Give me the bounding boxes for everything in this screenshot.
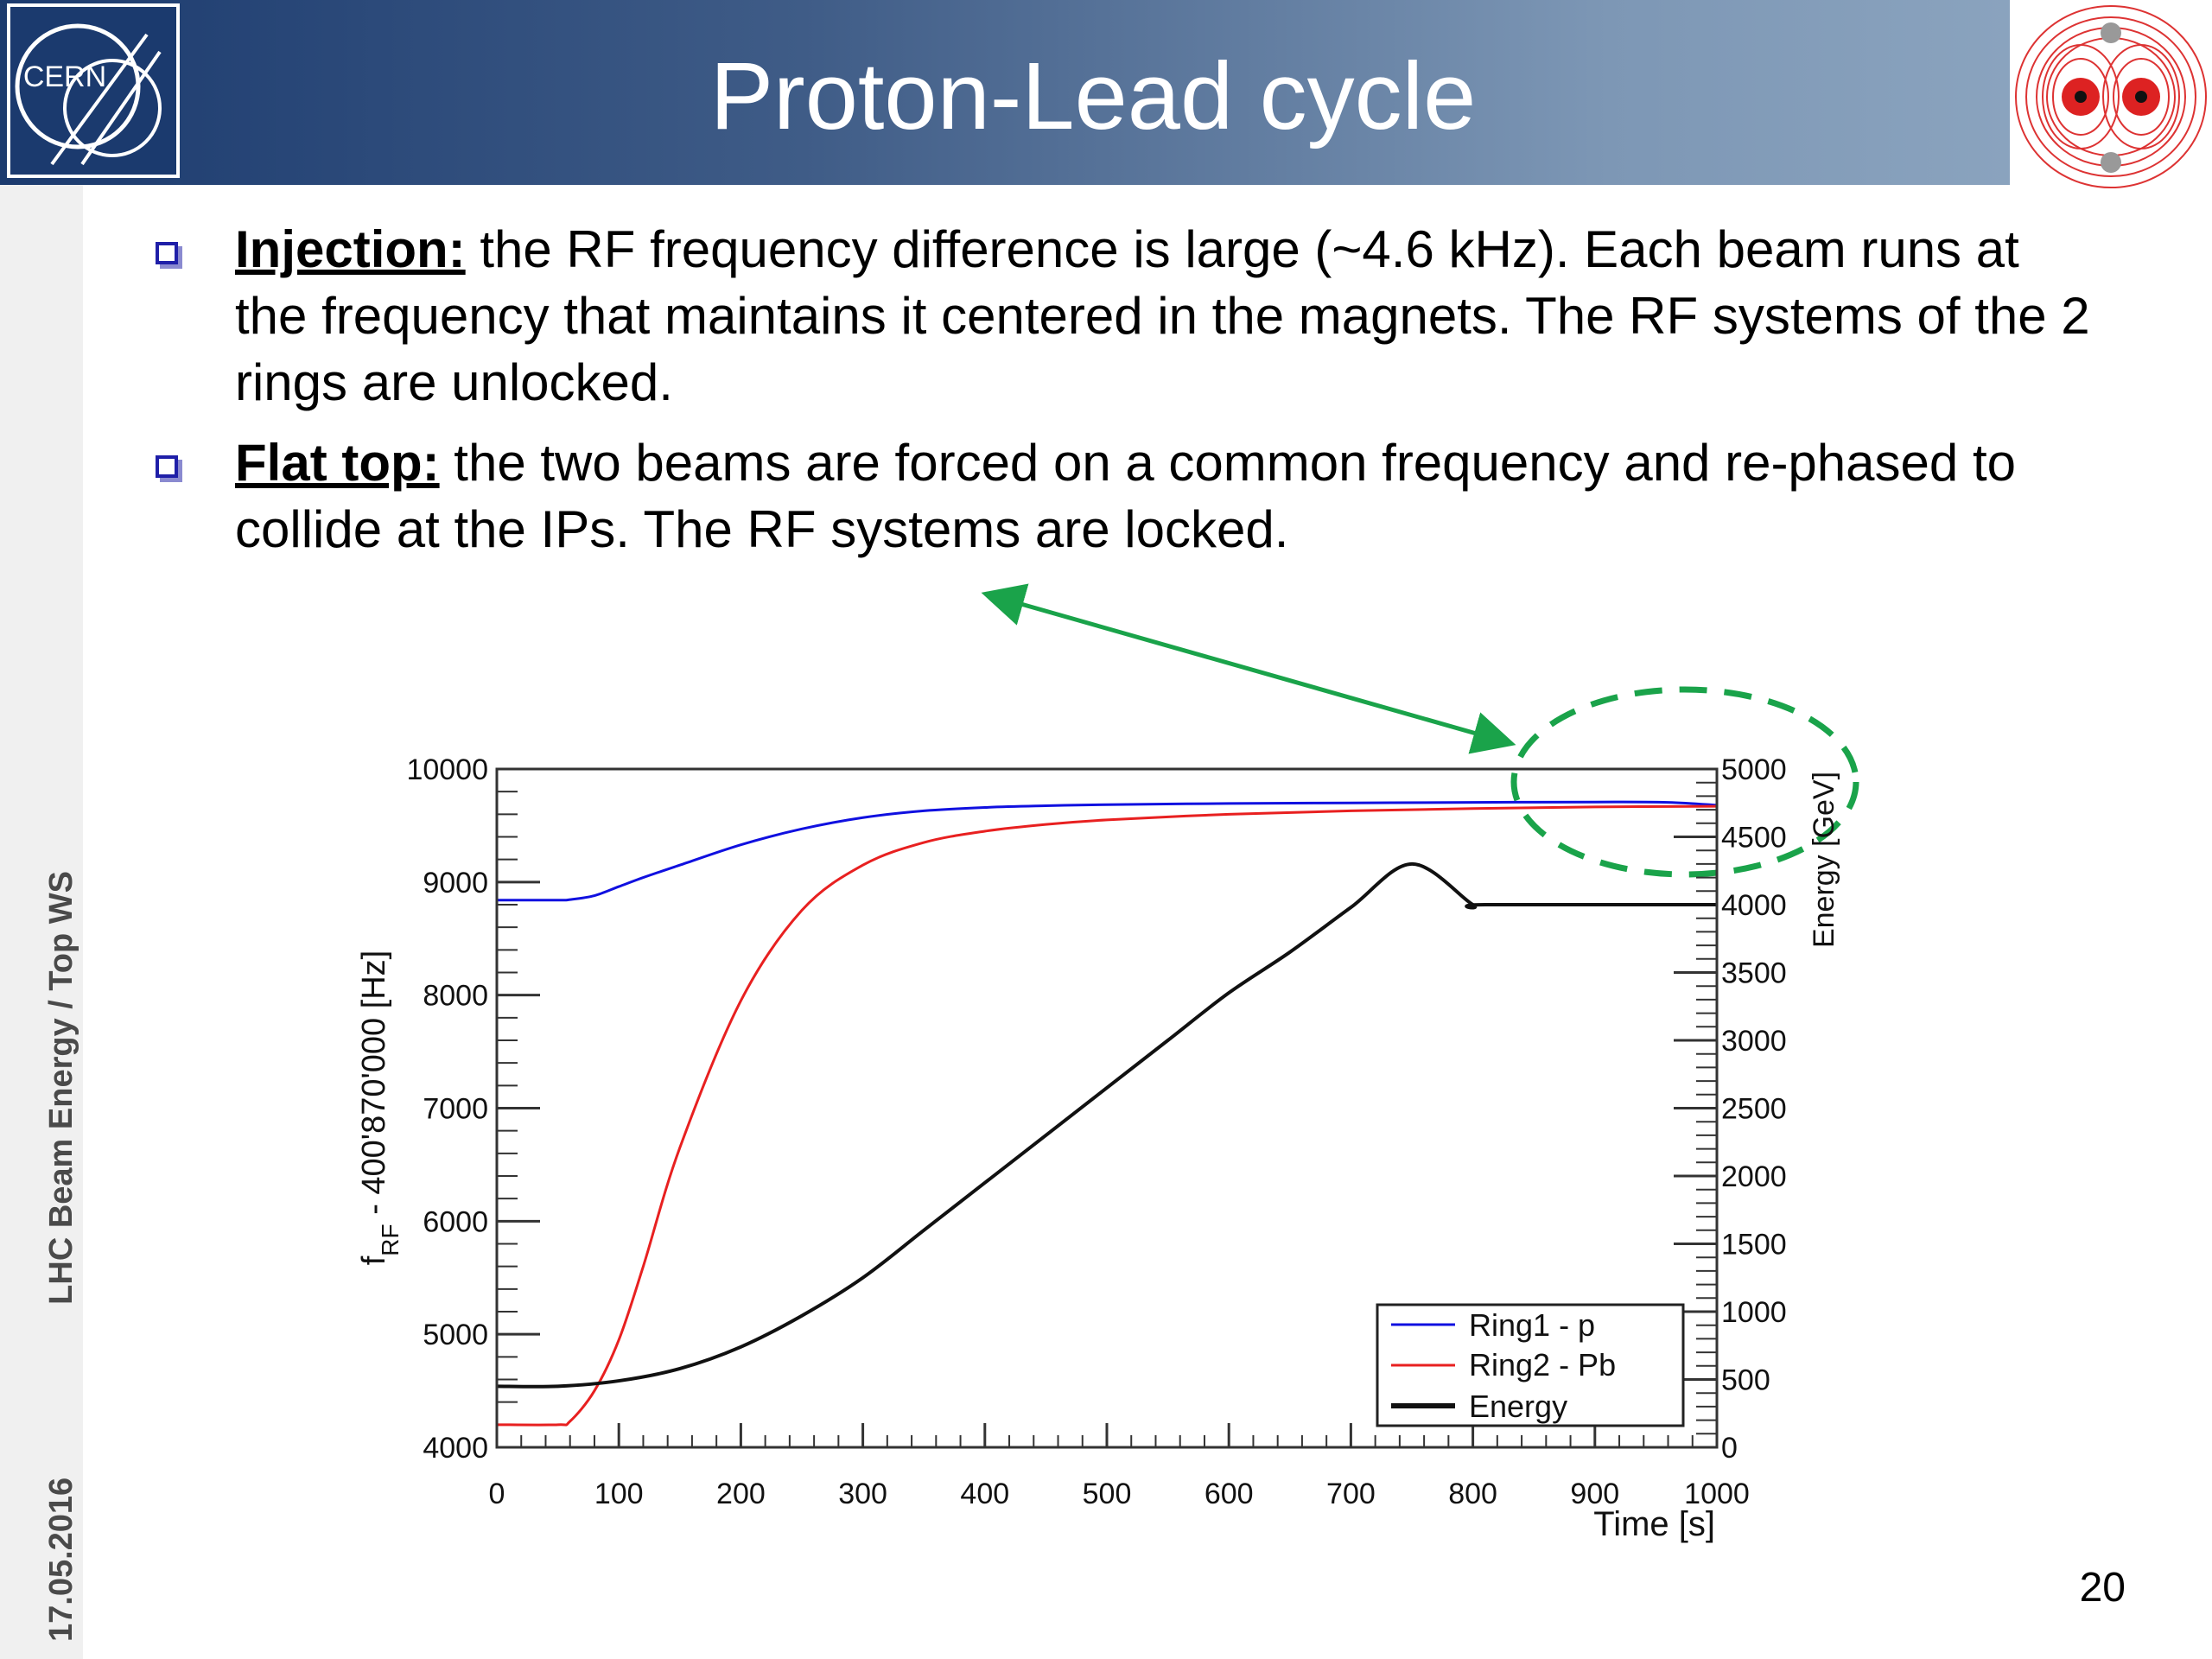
y2-tick-label: 5000	[1721, 753, 1787, 786]
x-tick-label: 0	[489, 1478, 505, 1510]
y2-tick-label: 2000	[1721, 1160, 1787, 1193]
x-tick-label: 200	[716, 1478, 766, 1510]
y-tick-label: 10000	[406, 753, 488, 786]
y-axis-label: fRF - 400'870'000 [Hz]	[356, 950, 404, 1266]
bullet-text: the RF frequency difference is large (~4…	[235, 220, 2090, 411]
series-energy-line	[496, 861, 1717, 1389]
page-title: Proton-Lead cycle	[709, 43, 1477, 149]
cern-logo-text: CERN	[23, 60, 106, 93]
y2-tick-label: 0	[1721, 1432, 1738, 1465]
y2-tick-label: 3500	[1721, 957, 1787, 990]
x-tick-label: 500	[1083, 1478, 1132, 1510]
x-tick-label: 1000	[1684, 1478, 1750, 1510]
y-tick-label: 7000	[423, 1093, 488, 1126]
y-tick-label: 4000	[423, 1432, 488, 1465]
bullet-text: the two beams are forced on a common fre…	[235, 434, 2016, 558]
y2-tick-label: 1500	[1721, 1229, 1787, 1262]
plot-frame	[495, 767, 1719, 1449]
y2-tick-label: 3000	[1721, 1025, 1787, 1058]
x-tick-label: 600	[1205, 1478, 1254, 1510]
y2-tick-label: 2500	[1721, 1093, 1787, 1126]
bullet-term: Injection:	[235, 220, 466, 278]
y-tick-label: 9000	[423, 867, 488, 899]
x-axis-label: Time [s]	[1593, 1505, 1715, 1543]
y2-tick-label: 1000	[1721, 1296, 1787, 1329]
legend-label-ring2: Ring2 - Pb	[1469, 1347, 1616, 1382]
legend-label-energy: Energy	[1469, 1389, 1567, 1424]
legend-label-ring1: Ring1 - p	[1469, 1307, 1595, 1343]
left-sidebar	[0, 185, 83, 1659]
x-tick-label: 800	[1448, 1478, 1497, 1510]
y2-tick-label: 500	[1721, 1364, 1770, 1397]
y2-tick-label: 4000	[1721, 889, 1787, 922]
bullet-marker-icon	[156, 242, 178, 264]
cern-logo: CERN	[7, 3, 180, 178]
chart-legend: Ring1 - p Ring2 - Pb Energy	[1376, 1303, 1685, 1427]
bullet-item: Flat top: the two beams are forced on a …	[156, 429, 2091, 563]
title-bar: CERN Proton-Lead cycle	[0, 0, 2010, 185]
y-tick-label: 5000	[423, 1319, 488, 1351]
x-tick-label: 700	[1326, 1478, 1376, 1510]
lhc-magnet-logo	[2010, 0, 2212, 199]
bullet-item: Injection: the RF frequency difference i…	[156, 216, 2091, 416]
x-tick-label: 400	[960, 1478, 1009, 1510]
bullet-list: Injection: the RF frequency difference i…	[156, 216, 2091, 576]
y-tick-label: 6000	[423, 1205, 488, 1238]
y-tick-label: 8000	[423, 980, 488, 1013]
x-tick-label: 900	[1570, 1478, 1619, 1510]
y2-axis-label: Energy [GeV]	[1808, 772, 1840, 948]
series-ring2-line	[496, 804, 1718, 1427]
x-tick-label: 300	[838, 1478, 887, 1510]
bullet-term: Flat top:	[235, 434, 440, 492]
series-ring1-line	[496, 800, 1718, 902]
y2-tick-label: 4500	[1721, 822, 1787, 855]
x-tick-label: 100	[594, 1478, 644, 1510]
page-number: 20	[2079, 1565, 2126, 1611]
bullet-marker-icon	[156, 455, 178, 478]
